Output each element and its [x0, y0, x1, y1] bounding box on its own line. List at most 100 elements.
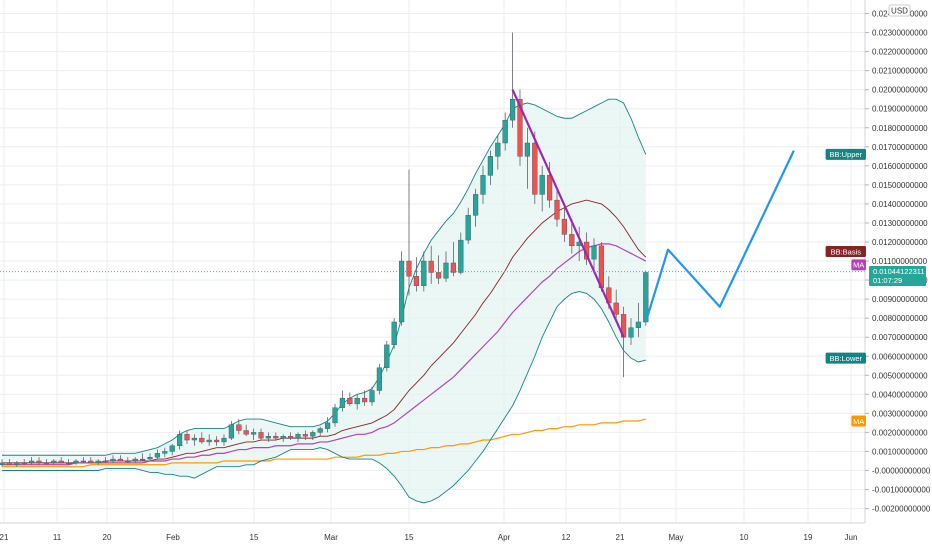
candle	[36, 457, 42, 465]
candle	[613, 289, 619, 319]
bb-upper-line	[2, 98, 647, 456]
candle-body	[569, 234, 575, 247]
candle	[347, 392, 353, 406]
candle-body	[14, 462, 20, 465]
candle	[73, 459, 79, 465]
candle	[14, 460, 20, 467]
candle	[43, 459, 50, 465]
candle	[125, 457, 131, 463]
x-tick-label: 12	[562, 533, 571, 542]
candle-body	[221, 437, 227, 443]
time-axis[interactable]: 21 11 20 Feb 15 Mar 15 Apr 12 21 May 10 19 Jun	[0, 533, 857, 542]
candle-body	[399, 260, 405, 323]
candle-body	[317, 428, 323, 433]
candle	[162, 447, 168, 458]
candle	[176, 430, 183, 450]
indicator-label: BB:Basis	[825, 246, 866, 258]
indicator-label-text: BB:Upper	[830, 150, 863, 159]
x-tick-label: 21	[616, 533, 625, 542]
candle	[391, 318, 397, 349]
candle-body	[88, 460, 94, 464]
x-tick-label: 10	[740, 533, 749, 542]
candle-body	[510, 99, 516, 121]
candle	[436, 255, 442, 284]
candle-body	[376, 367, 383, 391]
candle-body	[236, 424, 242, 431]
candle-body	[384, 344, 390, 368]
candle	[58, 457, 64, 464]
bb-lower-line	[2, 291, 646, 504]
candle-body	[228, 424, 235, 439]
y-tick-label: 0.00200000000	[872, 428, 928, 437]
y-tick-label: 0.01500000000	[872, 181, 928, 190]
candle-body	[117, 458, 124, 462]
candle-body	[169, 445, 175, 452]
candle	[147, 453, 153, 461]
candle	[273, 432, 279, 441]
y-tick-label: 0.00500000000	[872, 371, 928, 380]
y-tick-label: 0.02000000000	[872, 86, 928, 95]
price-label-countdown: 01:07:29	[873, 276, 902, 285]
candle	[302, 430, 309, 441]
candle-body	[265, 436, 272, 439]
candle-body	[176, 434, 183, 446]
candle	[139, 453, 146, 461]
drawings	[511, 89, 795, 338]
candle	[495, 135, 501, 170]
y-tick-label: 0.01900000000	[872, 105, 928, 114]
candle-body	[21, 462, 27, 465]
price-label: 0.01044122311 01:07:29	[869, 266, 926, 286]
candle-body	[258, 432, 264, 439]
candle	[428, 245, 434, 284]
y-tick-label: -0.00000000000	[872, 466, 931, 475]
candle	[369, 386, 375, 406]
candle	[228, 420, 235, 441]
candle-body	[0, 462, 5, 465]
candle	[184, 430, 190, 444]
candle	[635, 302, 642, 338]
x-tick-label: 20	[103, 533, 112, 542]
candle	[362, 390, 368, 406]
candle	[325, 417, 331, 433]
candle	[354, 394, 360, 410]
candle	[265, 432, 272, 442]
indicator-label: MA	[851, 259, 866, 271]
candle	[295, 432, 301, 442]
indicator-label: BB:Upper	[825, 148, 866, 160]
candle	[117, 455, 124, 462]
bollinger-bands	[2, 98, 647, 504]
x-tick-label: May	[668, 533, 683, 542]
candle	[465, 207, 471, 244]
candle	[206, 434, 212, 446]
currency-badge[interactable]: USD	[888, 4, 911, 17]
y-tick-label: 0.00800000000	[872, 314, 928, 323]
candle-body	[428, 260, 434, 273]
y-tick-label: 0.00300000000	[872, 409, 928, 418]
candle-body	[465, 215, 471, 241]
candle	[154, 449, 161, 460]
x-tick-label: 19	[804, 533, 813, 542]
candle-body	[443, 262, 449, 279]
candle-body	[43, 462, 50, 465]
candle-body	[458, 239, 464, 273]
price-label-value: 0.01044122311	[873, 267, 925, 276]
indicator-label-text: MA	[853, 261, 864, 270]
candle-body	[413, 276, 420, 287]
slow-ma-line	[2, 418, 646, 468]
candle-body	[450, 262, 457, 273]
y-tick-label: 0.02100000000	[872, 67, 928, 76]
candle-body	[199, 437, 205, 443]
candle	[450, 242, 457, 277]
candle-body	[95, 460, 101, 464]
candle-body	[191, 437, 198, 441]
y-tick-label: 0.01300000000	[872, 219, 928, 228]
candle-body	[73, 460, 79, 464]
indicator-label: MA	[851, 415, 866, 427]
candle-body	[628, 327, 634, 338]
indicator-label-text: MA	[853, 417, 864, 426]
candlestick-series	[0, 32, 649, 467]
candle	[21, 459, 27, 465]
y-tick-label: 0.01100000000	[872, 257, 928, 266]
candle-body	[347, 397, 353, 405]
